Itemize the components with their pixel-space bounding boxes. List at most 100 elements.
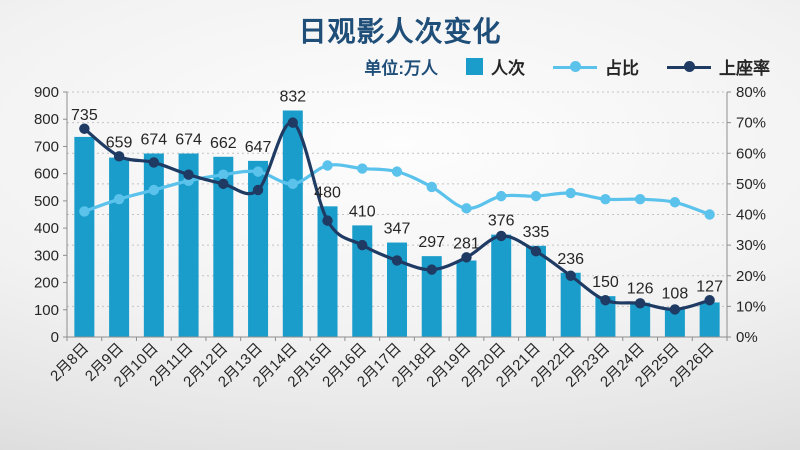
data-point [461,203,472,214]
unit-label: 单位:万人 [364,59,438,78]
bar-value-label: 127 [696,278,723,295]
bar-value-label: 347 [384,221,411,238]
left-axis-tick-label: 200 [34,275,59,292]
data-point [79,123,90,134]
bar [109,157,130,337]
light-line-marker-icon [553,60,597,72]
left-axis-tick-label: 100 [34,302,59,319]
bar [664,307,685,337]
bar-value-label: 674 [140,132,167,149]
value-labels: 735 659 674 674 662 647 832 480 410 347 297 281 376 3… [71,89,723,303]
data-point [530,246,542,257]
legend-label-shangzuolv: 上座率 [719,59,770,78]
left-axis-tick-label: 300 [34,247,59,264]
bar-value-label: 735 [71,107,98,124]
bar-series-swatch-icon [466,58,483,75]
data-point [530,190,542,202]
right-axis-tick-label: 20% [736,268,766,285]
bar-value-label: 659 [106,134,133,151]
bar [421,256,442,337]
data-point [426,264,437,275]
line-series-shangzuolv [79,117,715,315]
bar-value-label: 281 [453,235,480,252]
bar [630,302,651,337]
bar [143,153,164,337]
data-point [461,252,472,263]
x-axis-labels: 2月8日2月9日2月10日2月11日2月12日2月13日2月14日2月15日2月… [47,340,717,391]
data-point [496,190,507,202]
bar [699,302,720,337]
bar-value-label: 126 [627,281,654,298]
right-axis-tick-label: 70% [736,115,766,132]
data-point [357,163,368,174]
bar-value-label: 297 [418,234,445,251]
data-point [565,187,576,199]
bar [491,234,512,337]
data-point [113,193,125,205]
bar [317,206,338,337]
bar [560,272,581,337]
bar [352,225,373,337]
axes: 900 800 700 600 500 400 300 200 100 0 80% 70% 60% 50%… [34,84,766,346]
bar-value-label: 236 [557,251,584,268]
data-point [252,166,264,177]
data-point [496,230,507,242]
bar [74,136,95,337]
right-axis-tick-label: 50% [736,176,766,193]
data-point [79,206,90,217]
bar-value-label: 376 [488,213,515,230]
right-axis-tick-label: 80% [736,84,766,101]
legend-label-renci: 人次 [491,59,525,78]
data-point [322,160,333,171]
bar-value-label: 832 [279,89,306,106]
legend-label-zhanbi: 占比 [605,59,639,78]
legend-item-renci: 人次 [466,54,525,79]
right-axis-tick-label: 10% [736,298,766,315]
data-point [287,178,298,190]
chart-legend: 单位:万人 人次 占比 上座率 [0,54,770,79]
bar-value-label: 480 [314,184,341,201]
right-axis-tick-label: 30% [736,237,766,254]
bar-value-label: 662 [210,135,237,152]
legend-item-zhanbi: 占比 [553,54,639,79]
bar-value-label: 674 [175,132,202,149]
bar [525,245,546,337]
data-point [391,255,403,266]
left-axis-tick-label: 0 [51,329,59,346]
data-point [148,184,160,196]
bar [213,156,234,337]
left-axis-tick-label: 800 [34,111,59,128]
bar [456,260,477,337]
dark-line-marker-icon [667,60,711,72]
data-point [634,298,646,309]
bar-value-label: 335 [523,224,550,241]
data-point [600,295,611,306]
bar-value-label: 410 [349,203,376,220]
left-axis-tick-label: 900 [34,84,59,101]
data-point [426,181,437,193]
data-point [218,178,229,190]
data-point [148,157,160,168]
data-point [669,197,681,208]
bar [178,153,199,337]
data-point [183,169,194,180]
data-point [113,151,125,162]
data-point [704,209,715,220]
left-axis-tick-label: 500 [34,193,59,210]
chart-title: 日观影人次变化 [298,16,502,47]
data-point [704,295,715,306]
data-point [322,215,333,226]
right-axis-tick-label: 60% [736,145,766,162]
right-axis-tick-label: 0% [736,329,758,346]
bar [282,110,303,337]
left-axis-tick-label: 700 [34,138,59,155]
bar [595,296,616,337]
data-point [357,239,368,251]
data-point [287,117,298,128]
legend-item-shangzuolv: 上座率 [667,54,770,79]
data-point [218,169,229,180]
bar-value-label: 647 [245,139,272,156]
